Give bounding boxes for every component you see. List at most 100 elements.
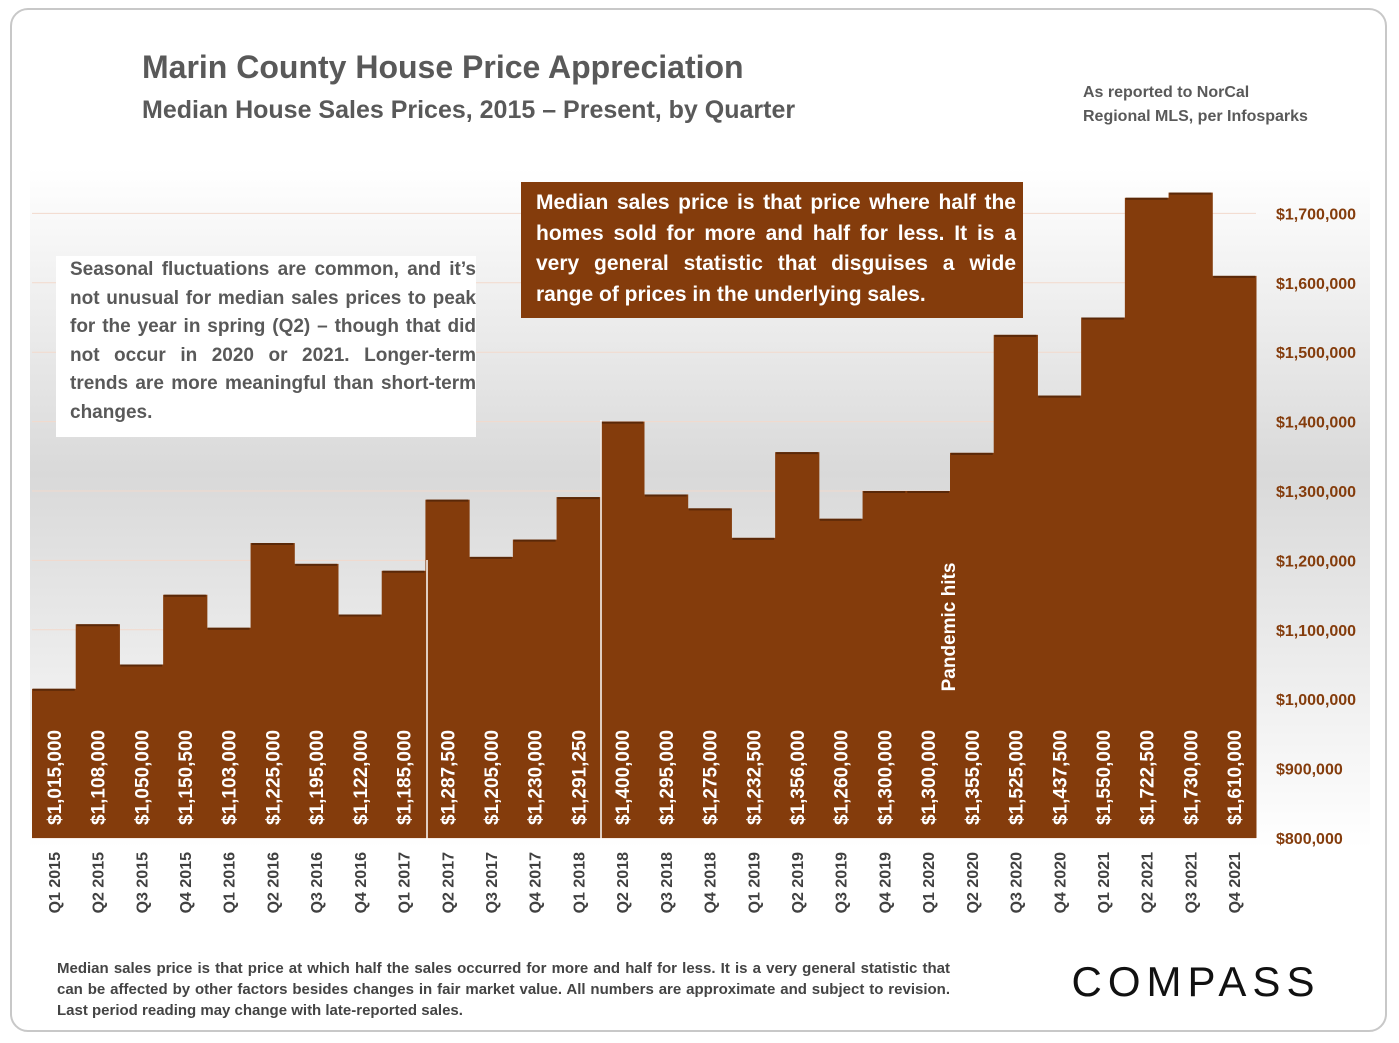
bar [469,556,514,838]
x-tick-label: Q2 2015 [91,852,108,913]
value-label: $1,260,000 [832,730,853,825]
bar [993,334,1038,838]
x-tick-label: Q1 2015 [47,852,64,913]
value-label: $1,291,250 [569,730,590,825]
x-tick-label: Q4 2021 [1227,852,1244,913]
bar [600,421,645,838]
y-tick-label: $1,400,000 [1276,415,1356,432]
x-tick-label: Q4 2020 [1052,852,1069,913]
footnote: Median sales price is that price at whic… [57,960,950,1019]
value-label: $1,355,000 [963,730,984,825]
x-tick-label: Q4 2018 [703,852,720,913]
y-tick-label: $1,300,000 [1276,484,1356,501]
y-tick-label: $1,500,000 [1276,345,1356,362]
bar [250,543,295,838]
y-tick-label: $1,000,000 [1276,692,1356,709]
value-label: $1,108,000 [89,730,110,825]
bar [906,491,951,838]
bar [818,518,864,838]
logo: COMPASS [1072,958,1321,1005]
x-tick-label: Q3 2021 [1183,852,1200,913]
bar [381,570,426,838]
bar [206,627,252,838]
y-tick-label: $1,100,000 [1276,623,1356,640]
x-tick-label: Q4 2017 [528,852,545,913]
chart-subtitle: Median House Sales Prices, 2015 – Presen… [142,96,795,124]
value-label: $1,275,000 [701,730,722,825]
annotation-box: Seasonal fluctuations are common, and it… [56,256,476,437]
x-tick-label: Q1 2018 [571,852,588,913]
source-note: Regional MLS, per Infosparks [1083,108,1308,125]
bar [1081,317,1126,838]
bar [338,614,383,838]
y-tick-label: $900,000 [1276,762,1343,779]
x-tick-label: Q2 2018 [615,852,632,913]
value-label: $1,400,000 [613,730,634,825]
x-tick-label: Q2 2017 [440,852,457,913]
bar [75,624,120,838]
value-label: $1,225,000 [263,730,284,825]
x-tick-label: Q3 2015 [134,852,151,913]
x-tick-label: Q2 2019 [790,852,807,913]
value-label: $1,356,000 [788,730,809,825]
value-label: $1,195,000 [307,730,328,825]
bar [32,688,77,838]
bar [644,494,689,838]
bar [687,508,732,838]
value-label: $1,550,000 [1094,730,1115,825]
value-label: $1,150,500 [176,730,197,825]
x-tick-label: Q3 2020 [1009,852,1026,913]
value-label: $1,287,500 [438,730,459,825]
x-tick-label: Q4 2016 [353,852,370,913]
y-tick-label: $800,000 [1276,831,1343,848]
x-tick-label: Q1 2019 [746,852,763,913]
bar [1037,395,1082,838]
value-label: $1,232,500 [744,730,765,825]
value-label: $1,300,000 [875,730,896,825]
value-label: $1,122,000 [351,730,372,825]
bar [731,537,776,838]
bar [775,452,820,838]
bar [425,499,470,838]
bar [1124,197,1170,838]
x-tick-label: Q1 2016 [222,852,239,913]
y-tick-label: $1,200,000 [1276,553,1356,570]
bar [119,664,164,838]
value-label: $1,730,000 [1181,730,1202,825]
annotation-box: Median sales price is that price where h… [521,182,1023,318]
value-label: $1,205,000 [482,730,503,825]
value-label: $1,722,500 [1138,730,1159,825]
x-tick-label: Q3 2018 [659,852,676,913]
x-tick-label: Q2 2016 [265,852,282,913]
value-label: $1,295,000 [657,730,678,825]
x-tick-label: Q3 2019 [834,852,851,913]
annotation: Pandemic hits [939,563,960,692]
x-tick-label: Q3 2016 [309,852,326,913]
y-tick-label: $1,700,000 [1276,206,1356,223]
x-tick-label: Q1 2021 [1096,852,1113,913]
value-label: $1,437,500 [1050,730,1071,825]
value-label: $1,015,000 [45,730,66,825]
value-label: $1,300,000 [919,730,940,825]
value-label: $1,525,000 [1007,730,1028,825]
bar [556,497,601,838]
x-tick-label: Q4 2015 [178,852,195,913]
value-label: $1,050,000 [132,730,153,825]
bar [294,563,339,838]
x-tick-label: Q4 2019 [877,852,894,913]
bar [163,594,208,838]
chart-title: Marin County House Price Appreciation [142,49,744,85]
bar [950,452,995,838]
y-tick-label: $1,600,000 [1276,276,1356,293]
bar [862,491,907,838]
x-tick-label: Q1 2017 [397,852,414,913]
value-label: $1,185,000 [395,730,416,825]
value-label: $1,103,000 [220,730,241,825]
x-tick-label: Q2 2020 [965,852,982,913]
source-note: As reported to NorCal [1083,84,1249,101]
value-label: $1,610,000 [1225,730,1246,825]
value-label: $1,230,000 [526,730,547,825]
x-tick-label: Q1 2020 [921,852,938,913]
bar [512,539,558,838]
